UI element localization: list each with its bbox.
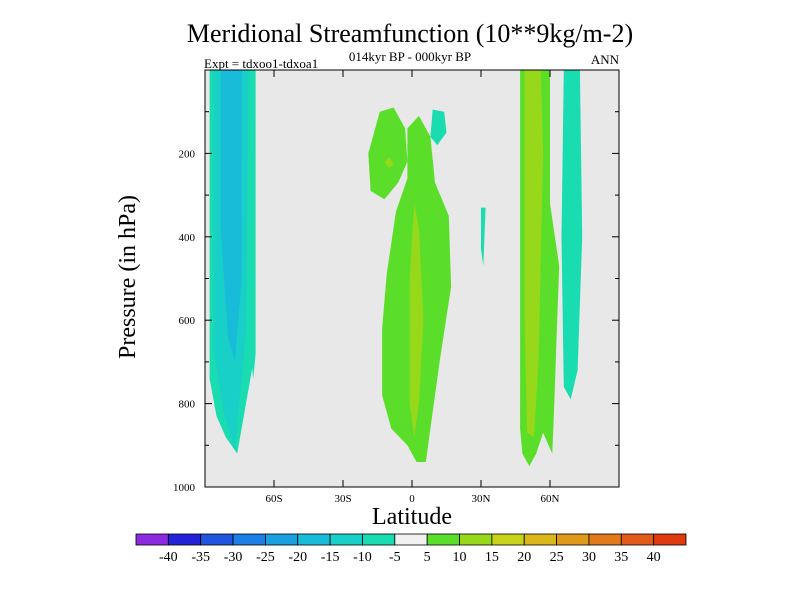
colorbar-swatch xyxy=(362,533,396,546)
x-tick-label: 0 xyxy=(409,493,415,505)
x-tick-label: 30N xyxy=(472,493,491,505)
colorbar-label: -25 xyxy=(256,550,275,565)
x-axis-ticks: 60S 30S 0 30N 60N xyxy=(265,70,560,505)
colorbar-label: -5 xyxy=(389,550,401,565)
colorbar-swatch xyxy=(135,533,169,546)
colorbar-swatch xyxy=(556,533,590,546)
contour-regions xyxy=(209,70,583,467)
colorbar-label: 40 xyxy=(647,550,661,565)
colorbar-label: -15 xyxy=(321,550,340,565)
plot-area: 60S 30S 0 30N 60N 200 400 600 800 1000 xyxy=(173,69,620,505)
colorbar-label: 20 xyxy=(517,550,531,565)
colorbar-label: -30 xyxy=(224,550,243,565)
x-tick-label: 60N xyxy=(541,493,560,505)
right-label: ANN xyxy=(591,52,620,67)
colorbar-swatch xyxy=(523,533,557,546)
left-label: Expt = tdxoo1-tdxoa1 xyxy=(204,56,318,71)
chart-subtitle: 014kyr BP - 000kyr BP xyxy=(349,49,471,64)
contour-region-3 xyxy=(251,70,256,379)
colorbar-swatch xyxy=(426,533,460,546)
y-axis-label: Pressure (in hPa) xyxy=(115,195,141,359)
colorbar-swatch xyxy=(329,533,363,546)
y-axis-ticks: 200 400 600 800 1000 xyxy=(173,111,619,494)
colorbar-swatch xyxy=(200,533,234,546)
colorbar-swatch xyxy=(653,533,687,546)
colorbar: -40 -35 -30 -25 -20 -15 -10 -5 5 10 15 20 25 30 35 40 xyxy=(135,533,687,565)
colorbar-label: -20 xyxy=(288,550,307,565)
colorbar-swatch xyxy=(297,533,331,546)
colorbar-swatch xyxy=(620,533,655,546)
x-tick-label: 60S xyxy=(265,493,282,505)
contour-region-8 xyxy=(430,109,447,146)
colorbar-swatch xyxy=(394,533,428,546)
colorbar-label: -10 xyxy=(353,550,372,565)
contour-region-11 xyxy=(524,70,544,437)
colorbar-label: 15 xyxy=(485,550,499,565)
colorbar-swatch xyxy=(588,533,622,546)
colorbar-label: 30 xyxy=(582,550,596,565)
y-tick-label: 1000 xyxy=(173,482,196,494)
contour-region-2 xyxy=(221,70,242,362)
colorbar-label: -35 xyxy=(191,550,210,565)
contour-region-9 xyxy=(481,207,486,266)
contour-region-12 xyxy=(561,70,583,400)
y-tick-label: 800 xyxy=(179,399,196,411)
colorbar-swatch xyxy=(491,533,525,546)
colorbar-label: 5 xyxy=(424,550,431,565)
y-tick-label: 400 xyxy=(179,232,196,244)
y-tick-label: 200 xyxy=(179,148,196,160)
x-axis-label: Latitude xyxy=(372,504,452,530)
colorbar-label: 25 xyxy=(550,550,564,565)
colorbar-swatch xyxy=(232,533,266,546)
colorbar-label: 35 xyxy=(614,550,628,565)
colorbar-swatch xyxy=(167,533,202,546)
contour-region-4 xyxy=(368,107,408,200)
x-tick-label: 30S xyxy=(334,493,351,505)
colorbar-label: 10 xyxy=(453,550,467,565)
contour-region-5 xyxy=(384,157,394,168)
chart-title: Meridional Streamfunction (10**9kg/m-2) xyxy=(187,19,633,48)
contour-region-7 xyxy=(409,203,424,437)
colorbar-swatch xyxy=(265,533,299,546)
colorbar-label: -40 xyxy=(159,550,178,565)
colorbar-swatch xyxy=(459,533,493,546)
y-tick-label: 600 xyxy=(179,315,196,327)
